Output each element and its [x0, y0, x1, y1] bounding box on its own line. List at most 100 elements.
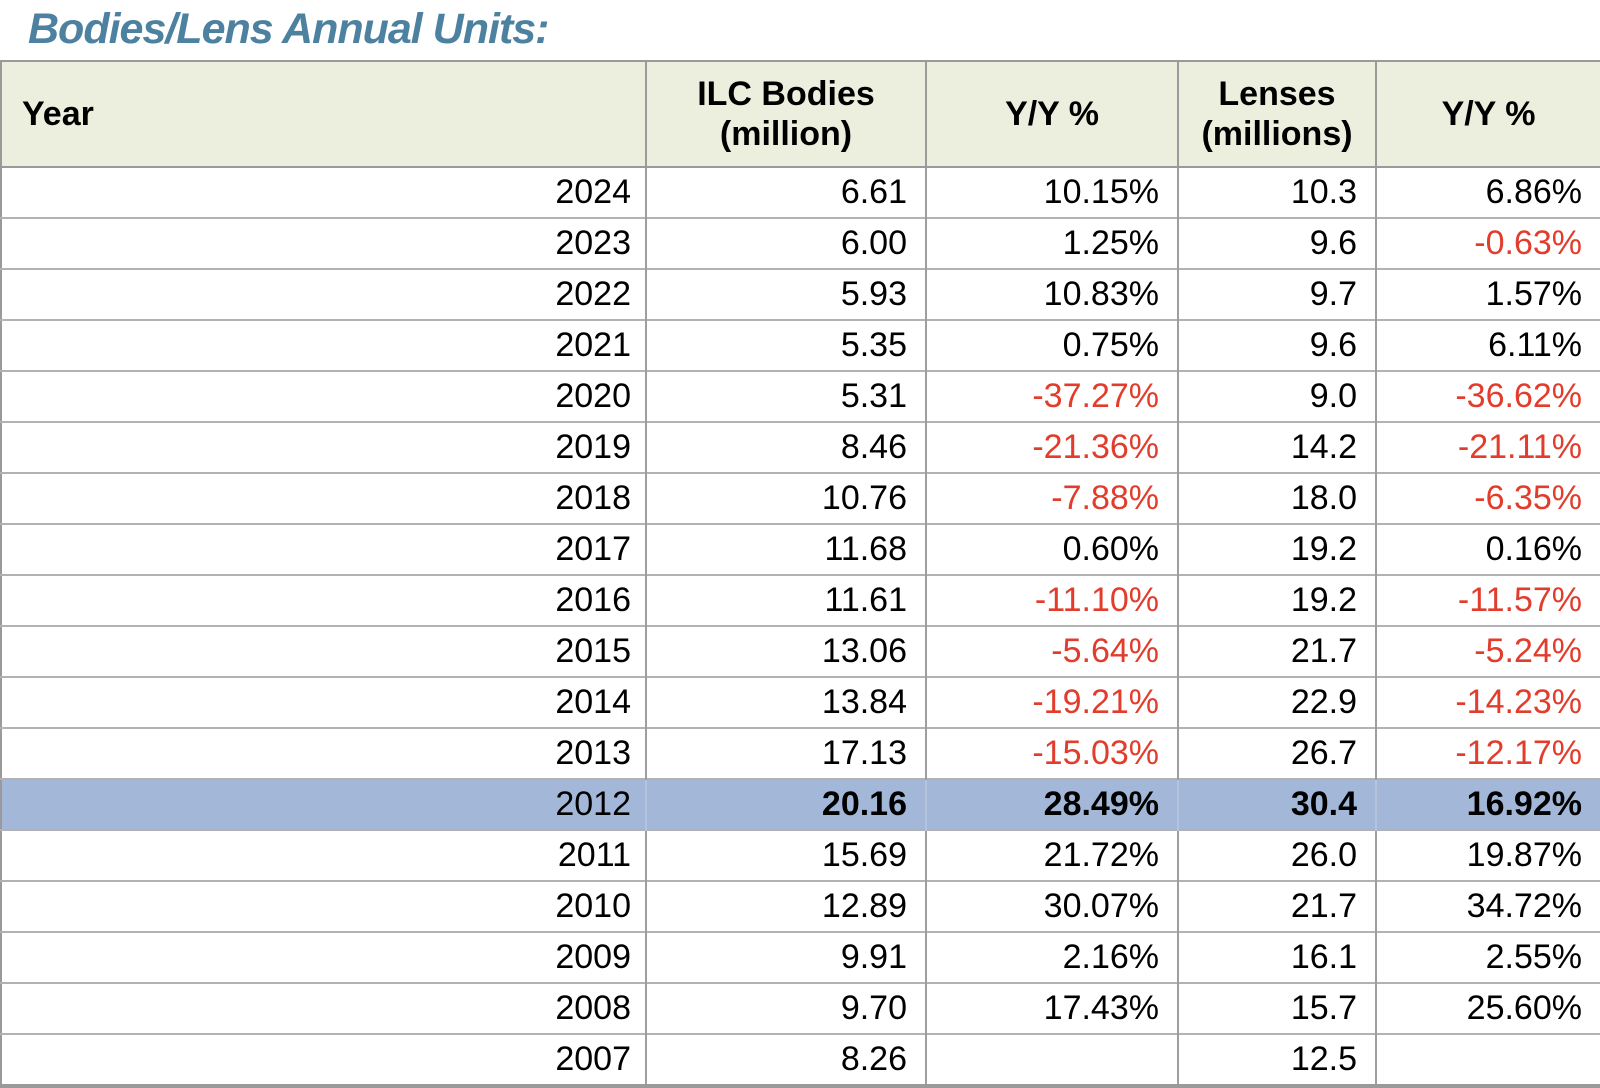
ilc-bodies-cell: 6.61: [645, 167, 926, 219]
year-cell: 2023: [1, 217, 646, 270]
lenses-cell: 9.0: [1177, 370, 1376, 423]
lenses-yoy-cell: 6.11%: [1375, 319, 1600, 372]
lenses-yoy-cell: -12.17%: [1375, 727, 1600, 780]
bodies-yoy-cell: 10.15%: [925, 167, 1178, 219]
table-row: 2010 12.89 30.07% 21.7 34.72%: [1, 880, 1600, 933]
lenses-yoy-cell: -0.63%: [1375, 217, 1600, 270]
lenses-yoy-cell: 19.87%: [1375, 829, 1600, 882]
lenses-yoy-cell: 34.72%: [1375, 880, 1600, 933]
table-row: 2013 17.13 -15.03% 26.7 -12.17%: [1, 727, 1600, 780]
ilc-bodies-cell: 20.16: [645, 778, 926, 831]
year-cell: 2012: [1, 778, 646, 831]
lenses-cell: 15.7: [1177, 982, 1376, 1035]
table-row: 2018 10.76 -7.88% 18.0 -6.35%: [1, 472, 1600, 525]
table-body: 2024 6.61 10.15% 10.3 6.86% 2023 6.00 1.…: [1, 167, 1600, 1087]
column-header-bodies-yoy: Y/Y %: [925, 61, 1178, 169]
ilc-bodies-cell: 17.13: [645, 727, 926, 780]
bodies-yoy-cell: 28.49%: [925, 778, 1178, 831]
lenses-cell: 16.1: [1177, 931, 1376, 984]
lenses-yoy-cell: 6.86%: [1375, 167, 1600, 219]
ilc-bodies-cell: 15.69: [645, 829, 926, 882]
ilc-bodies-cell: 6.00: [645, 217, 926, 270]
ilc-bodies-cell: 5.93: [645, 268, 926, 321]
lenses-yoy-cell: 2.55%: [1375, 931, 1600, 984]
column-header-lenses-yoy: Y/Y %: [1375, 61, 1600, 169]
lenses-cell: 9.6: [1177, 217, 1376, 270]
page-title: Bodies/Lens Annual Units:: [28, 5, 550, 53]
year-cell: 2017: [1, 523, 646, 576]
year-cell: 2019: [1, 421, 646, 474]
table-row: 2008 9.70 17.43% 15.7 25.60%: [1, 982, 1600, 1035]
ilc-bodies-cell: 10.76: [645, 472, 926, 525]
bodies-yoy-cell: -37.27%: [925, 370, 1178, 423]
bodies-yoy-cell: 1.25%: [925, 217, 1178, 270]
year-cell: 2024: [1, 167, 646, 219]
table-row: 2020 5.31 -37.27% 9.0 -36.62%: [1, 370, 1600, 423]
ilc-bodies-cell: 13.84: [645, 676, 926, 729]
lenses-cell: 21.7: [1177, 625, 1376, 678]
lenses-cell: 9.7: [1177, 268, 1376, 321]
lenses-yoy-cell: -36.62%: [1375, 370, 1600, 423]
year-cell: 2014: [1, 676, 646, 729]
lenses-cell: 21.7: [1177, 880, 1376, 933]
year-cell: 2009: [1, 931, 646, 984]
lenses-cell: 9.6: [1177, 319, 1376, 372]
year-cell: 2010: [1, 880, 646, 933]
ilc-bodies-cell: 11.68: [645, 523, 926, 576]
year-cell: 2013: [1, 727, 646, 780]
column-header-lenses: Lenses (millions): [1177, 61, 1376, 169]
lenses-yoy-cell: 25.60%: [1375, 982, 1600, 1035]
lenses-cell: 19.2: [1177, 574, 1376, 627]
lenses-cell: 12.5: [1177, 1033, 1376, 1087]
bodies-yoy-cell: 17.43%: [925, 982, 1178, 1035]
lenses-yoy-cell: 0.16%: [1375, 523, 1600, 576]
ilc-bodies-cell: 9.91: [645, 931, 926, 984]
lenses-yoy-cell: -21.11%: [1375, 421, 1600, 474]
table-row: 2023 6.00 1.25% 9.6 -0.63%: [1, 217, 1600, 270]
bodies-yoy-cell: 30.07%: [925, 880, 1178, 933]
ilc-bodies-cell: 8.26: [645, 1033, 926, 1087]
year-cell: 2021: [1, 319, 646, 372]
year-cell: 2011: [1, 829, 646, 882]
lenses-cell: 22.9: [1177, 676, 1376, 729]
column-header-year: Year: [1, 61, 646, 169]
ilc-bodies-cell: 5.35: [645, 319, 926, 372]
table-row: 2015 13.06 -5.64% 21.7 -5.24%: [1, 625, 1600, 678]
bodies-yoy-cell: 2.16%: [925, 931, 1178, 984]
bodies-yoy-cell: 0.60%: [925, 523, 1178, 576]
lenses-yoy-cell: -6.35%: [1375, 472, 1600, 525]
lenses-cell: 19.2: [1177, 523, 1376, 576]
ilc-bodies-cell: 13.06: [645, 625, 926, 678]
year-cell: 2008: [1, 982, 646, 1035]
lenses-cell: 26.7: [1177, 727, 1376, 780]
bodies-yoy-cell: 0.75%: [925, 319, 1178, 372]
lenses-cell: 26.0: [1177, 829, 1376, 882]
lenses-yoy-cell: -11.57%: [1375, 574, 1600, 627]
table-row: 2007 8.26 12.5: [1, 1033, 1600, 1087]
bodies-yoy-cell: -7.88%: [925, 472, 1178, 525]
lenses-cell: 14.2: [1177, 421, 1376, 474]
ilc-bodies-cell: 8.46: [645, 421, 926, 474]
year-cell: 2018: [1, 472, 646, 525]
header-row: Year ILC Bodies (million) Y/Y % Lenses (…: [1, 61, 1600, 169]
annual-units-table: Year ILC Bodies (million) Y/Y % Lenses (…: [0, 60, 1600, 1088]
year-cell: 2015: [1, 625, 646, 678]
bodies-yoy-cell: -5.64%: [925, 625, 1178, 678]
lenses-cell: 18.0: [1177, 472, 1376, 525]
lenses-yoy-cell: 16.92%: [1375, 778, 1600, 831]
year-cell: 2022: [1, 268, 646, 321]
bodies-yoy-cell: 10.83%: [925, 268, 1178, 321]
ilc-bodies-cell: 5.31: [645, 370, 926, 423]
lenses-yoy-cell: 1.57%: [1375, 268, 1600, 321]
year-cell: 2020: [1, 370, 646, 423]
bodies-yoy-cell: 21.72%: [925, 829, 1178, 882]
table-row: 2019 8.46 -21.36% 14.2 -21.11%: [1, 421, 1600, 474]
bodies-yoy-cell: -11.10%: [925, 574, 1178, 627]
lenses-yoy-cell: -14.23%: [1375, 676, 1600, 729]
year-cell: 2007: [1, 1033, 646, 1087]
ilc-bodies-cell: 9.70: [645, 982, 926, 1035]
table-row: 2012 20.16 28.49% 30.4 16.92%: [1, 778, 1600, 831]
table-row: 2021 5.35 0.75% 9.6 6.11%: [1, 319, 1600, 372]
table-row: 2022 5.93 10.83% 9.7 1.57%: [1, 268, 1600, 321]
